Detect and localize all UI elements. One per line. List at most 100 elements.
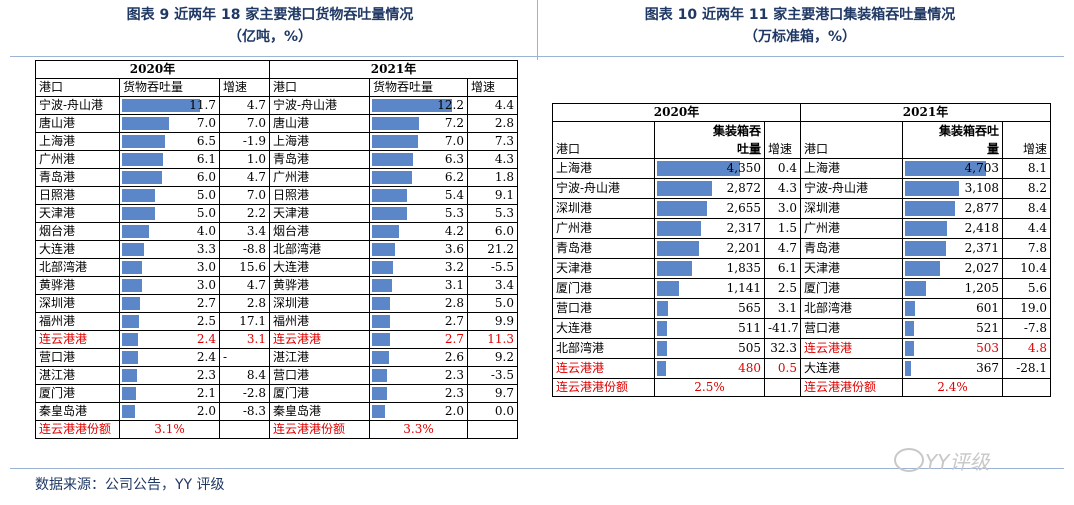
fig9-table-body: 宁波-舟山港 11.7 4.7 宁波-舟山港 12.2 4.4 唐山港 7.0 7.0 唐山港 7.… bbox=[35, 96, 518, 421]
fig9-value-2021: 6.2 bbox=[444, 170, 464, 184]
fig10-share-empty bbox=[764, 378, 801, 397]
fig9-value-bar bbox=[372, 279, 393, 292]
fig9-port-2020: 天津港 bbox=[35, 204, 120, 223]
fig9-value-bar bbox=[372, 135, 418, 148]
fig10-row: 北部湾港 505 32.3 连云港港 503 4.8 bbox=[552, 338, 1051, 359]
fig9-value-cell-2021: 3.2 bbox=[369, 258, 468, 277]
fig10-value-bar bbox=[905, 221, 947, 236]
fig10-value-bar bbox=[905, 201, 955, 216]
fig9-value-cell-2020: 6.0 bbox=[119, 168, 220, 187]
fig9-growth-2021: 4.4 bbox=[467, 96, 518, 115]
fig9-value-2020: 3.0 bbox=[196, 260, 216, 274]
fig10-port-2020: 上海港 bbox=[552, 158, 655, 179]
fig9-year-2020: 2020年 bbox=[35, 60, 270, 79]
bottom-rule bbox=[10, 468, 1064, 469]
fig9-value-2021: 2.7 bbox=[444, 314, 464, 328]
fig10-value-2020: 4,350 bbox=[726, 161, 761, 175]
fig10-value-cell-2021: 521 bbox=[902, 318, 1003, 339]
fig9-col-throughput-2020: 货物吞吐量 bbox=[119, 78, 220, 97]
fig9-value-2020: 6.5 bbox=[196, 134, 216, 148]
fig9-value-bar bbox=[122, 243, 144, 256]
fig10-row: 大连港 511 -41.7 营口港 521 -7.8 bbox=[552, 318, 1051, 339]
fig9-value-cell-2021: 2.6 bbox=[369, 348, 468, 367]
fig9-share-label-2020: 连云港港份额 bbox=[35, 420, 120, 439]
fig9-value-2021: 2.7 bbox=[444, 332, 464, 346]
fig10-col-growth-2021: 增速 bbox=[1002, 121, 1051, 159]
fig9-value-2020: 2.5 bbox=[196, 314, 216, 328]
fig10-port-2021: 大连港 bbox=[800, 358, 903, 379]
fig10-value-bar bbox=[905, 161, 987, 176]
fig9-port-2020: 黄骅港 bbox=[35, 276, 120, 295]
fig10-growth-2020: -41.7 bbox=[764, 318, 801, 339]
fig10-port-2020: 北部湾港 bbox=[552, 338, 655, 359]
fig9-value-cell-2020: 5.0 bbox=[119, 186, 220, 205]
fig9-value-2021: 3.1 bbox=[444, 278, 464, 292]
fig9-row: 宁波-舟山港 11.7 4.7 宁波-舟山港 12.2 4.4 bbox=[35, 96, 518, 115]
fig10-port-2020: 青岛港 bbox=[552, 238, 655, 259]
fig9-value-bar bbox=[372, 225, 400, 238]
fig10-port-2021: 宁波-舟山港 bbox=[800, 178, 903, 199]
fig9-value-2020: 5.0 bbox=[196, 188, 216, 202]
fig9-growth-2021: 0.0 bbox=[467, 402, 518, 421]
fig9-title: 图表 9 近两年 18 家主要港口货物吞吐量情况 （亿吨，%） bbox=[60, 4, 480, 48]
fig9-row: 上海港 6.5 -1.9 上海港 7.0 7.3 bbox=[35, 132, 518, 151]
fig10-row: 天津港 1,835 6.1 天津港 2,027 10.4 bbox=[552, 258, 1051, 279]
fig9-value-bar bbox=[122, 315, 139, 328]
fig9-growth-2020: 2.2 bbox=[219, 204, 270, 223]
fig10-value-bar bbox=[657, 281, 679, 296]
fig9-value-bar bbox=[122, 333, 138, 346]
fig9-growth-2021: -5.5 bbox=[467, 258, 518, 277]
fig10-value-cell-2020: 2,872 bbox=[654, 178, 765, 199]
fig10-port-2020: 天津港 bbox=[552, 258, 655, 279]
fig10-growth-2021: 4.4 bbox=[1002, 218, 1051, 239]
fig9-value-cell-2020: 4.0 bbox=[119, 222, 220, 241]
fig9-value-cell-2020: 6.1 bbox=[119, 150, 220, 169]
fig10-port-2021: 上海港 bbox=[800, 158, 903, 179]
fig10-port-2020: 大连港 bbox=[552, 318, 655, 339]
fig10-port-2020: 深圳港 bbox=[552, 198, 655, 219]
fig9-growth-2020: 15.6 bbox=[219, 258, 270, 277]
fig9-row: 烟台港 4.0 3.4 烟台港 4.2 6.0 bbox=[35, 222, 518, 241]
fig10-value-bar bbox=[657, 241, 699, 256]
fig10-value-2020: 565 bbox=[738, 301, 761, 315]
fig9-value-bar bbox=[372, 171, 413, 184]
fig9-value-2021: 2.3 bbox=[444, 368, 464, 382]
fig10-growth-2021: 5.6 bbox=[1002, 278, 1051, 299]
fig10-port-2021: 天津港 bbox=[800, 258, 903, 279]
fig9-value-bar bbox=[122, 351, 138, 364]
fig10-value-2020: 480 bbox=[738, 361, 761, 375]
fig9-value-cell-2020: 2.1 bbox=[119, 384, 220, 403]
fig10-table: 2020年 2021年 港口 集装箱吞 吐量 增速 港口 集装箱吞吐 量 增速 … bbox=[552, 103, 1051, 397]
fig10-growth-2021: -7.8 bbox=[1002, 318, 1051, 339]
fig10-growth-2020: 4.7 bbox=[764, 238, 801, 259]
fig10-col-throughput-2021-l2: 量 bbox=[986, 142, 999, 156]
fig10-growth-2020: 32.3 bbox=[764, 338, 801, 359]
fig9-port-2021: 秦皇岛港 bbox=[269, 402, 370, 421]
fig9-growth-2021: 6.0 bbox=[467, 222, 518, 241]
fig9-value-bar bbox=[122, 297, 140, 310]
fig9-port-2020: 湛江港 bbox=[35, 366, 120, 385]
fig9-growth-2020: -8.3 bbox=[219, 402, 270, 421]
fig9-value-bar bbox=[372, 315, 390, 328]
fig9-row: 日照港 5.0 7.0 日照港 5.4 9.1 bbox=[35, 186, 518, 205]
fig9-value-cell-2020: 2.4 bbox=[119, 330, 220, 349]
fig9-value-cell-2021: 4.2 bbox=[369, 222, 468, 241]
fig10-value-2020: 2,317 bbox=[726, 221, 761, 235]
fig10-growth-2020: 0.4 bbox=[764, 158, 801, 179]
fig9-value-bar bbox=[122, 99, 200, 112]
fig10-row: 广州港 2,317 1.5 广州港 2,418 4.4 bbox=[552, 218, 1051, 239]
fig10-value-bar bbox=[657, 341, 667, 356]
fig10-value-bar bbox=[657, 221, 702, 236]
fig9-growth-2021: 11.3 bbox=[467, 330, 518, 349]
fig10-value-cell-2021: 1,205 bbox=[902, 278, 1003, 299]
fig10-port-2020: 营口港 bbox=[552, 298, 655, 319]
fig10-value-2021: 2,418 bbox=[964, 221, 999, 235]
fig9-value-cell-2021: 2.7 bbox=[369, 312, 468, 331]
fig9-value-cell-2021: 2.8 bbox=[369, 294, 468, 313]
fig9-row: 青岛港 6.0 4.7 广州港 6.2 1.8 bbox=[35, 168, 518, 187]
fig9-value-cell-2020: 2.4 bbox=[119, 348, 220, 367]
fig9-value-2020: 3.3 bbox=[196, 242, 216, 256]
fig9-share-label-2021: 连云港港份额 bbox=[269, 420, 370, 439]
fig9-port-2021: 宁波-舟山港 bbox=[269, 96, 370, 115]
fig10-growth-2020: 3.0 bbox=[764, 198, 801, 219]
